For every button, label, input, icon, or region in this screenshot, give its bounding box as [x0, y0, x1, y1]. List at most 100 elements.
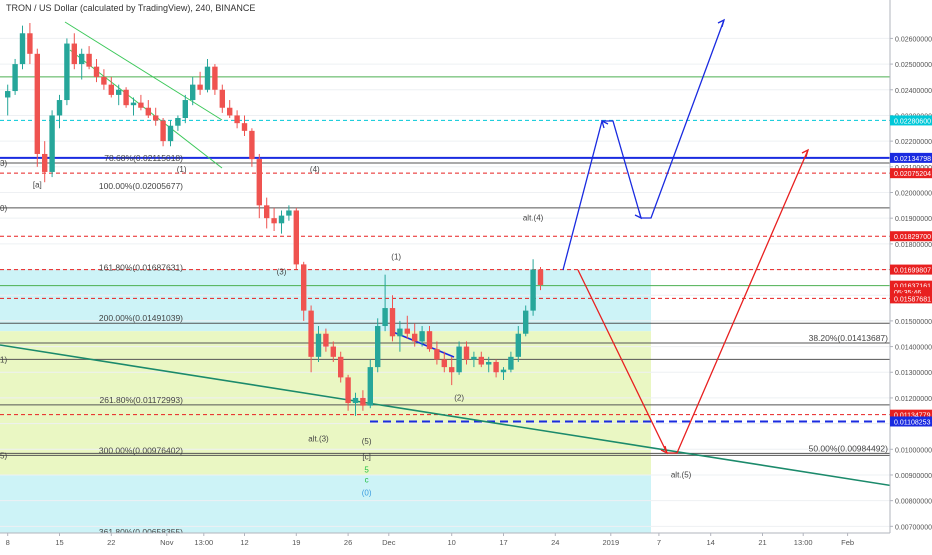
x-tick-label: 14 [707, 538, 715, 547]
edge-label: 1) [0, 355, 7, 364]
wave-label: (1) [177, 165, 187, 174]
candle-body [175, 118, 181, 126]
projection-arrows [562, 18, 810, 455]
candle-body [264, 205, 270, 219]
candle-body [5, 91, 11, 98]
candle-body [345, 377, 351, 404]
candle-body [382, 308, 388, 327]
x-tick-label: Nov [160, 538, 174, 547]
candle-body [241, 123, 248, 131]
candle-body [286, 210, 292, 216]
price-tag-bg [890, 264, 932, 275]
candle-body [64, 43, 70, 101]
y-tick-label: 0.00900000 [895, 473, 932, 480]
price-tag-label: 0.01108253 [894, 419, 931, 426]
candle-body [12, 64, 18, 92]
price-tag-label: 0.02134798 [894, 156, 931, 163]
fib-level-label: 50.00%(0.00984492) [809, 443, 889, 453]
candle-body [123, 89, 129, 106]
fib-level-label: 78.68%(0.02115018) [104, 153, 183, 163]
candle-body [234, 115, 240, 124]
candle-body [523, 310, 529, 334]
candle-body [375, 326, 381, 368]
candle-body [56, 100, 63, 116]
candle-body [27, 33, 33, 54]
blue-projection-path [562, 19, 725, 271]
y-tick-label: 0.01000000 [895, 447, 932, 454]
candle-body [71, 43, 77, 65]
wave-label: (1) [391, 252, 401, 261]
red-projection-path [577, 149, 809, 454]
fib-level-label: 200.00%(0.01491039) [99, 313, 183, 323]
chart-title: TRON / US Dollar (calculated by TradingV… [6, 3, 256, 13]
candle-body [330, 346, 336, 357]
candle-body [471, 356, 477, 360]
candle-body [301, 264, 307, 311]
x-tick-label: 17 [499, 538, 507, 547]
candle-body [338, 356, 344, 378]
candle-body [108, 84, 114, 95]
price-tag-bg [890, 293, 932, 304]
y-tick-label: 0.00800000 [895, 499, 932, 506]
candle-body [367, 367, 373, 406]
x-tick-label: 13:00 [194, 538, 213, 547]
wave-label: alt.(4) [523, 214, 544, 223]
y-tick-label: 0.02500000 [895, 62, 932, 69]
candle-body [426, 331, 433, 350]
candle-body [397, 328, 403, 337]
price-tag-bg [890, 168, 932, 179]
candle-body [404, 328, 410, 334]
time-axis-bg [0, 533, 932, 550]
annotation-labels: 78.68%(0.02115018) 100.00%(0.02005677) 161… [0, 153, 888, 537]
candle-body [278, 215, 285, 224]
candle-body [167, 125, 174, 142]
wave-label: c [365, 476, 369, 485]
candle-body [323, 333, 329, 347]
candle-body [79, 53, 85, 65]
candle-body [86, 53, 92, 67]
price-tag-bg [890, 287, 932, 298]
y-tick-label: 0.02400000 [895, 88, 932, 95]
x-tick-label: 7 [657, 538, 661, 547]
arrow-head [660, 445, 669, 455]
price-tag-bg [890, 152, 932, 163]
x-tick-label: 19 [292, 538, 300, 547]
candle-body [138, 102, 144, 108]
candle-body [219, 89, 225, 108]
candle-body [449, 367, 455, 373]
zone-cyan-upper [0, 269, 651, 332]
candle-body [360, 397, 366, 406]
wave-label: (0) [362, 489, 372, 498]
price-tag-label: 0.02075204 [894, 171, 931, 178]
candle-body [212, 66, 218, 90]
candle-body [478, 356, 484, 365]
candle-body [153, 115, 159, 121]
candle-body [101, 76, 107, 85]
candle-body [271, 218, 277, 224]
price-axis: 0.026000000.025000000.024000000.02300000… [889, 0, 932, 533]
candle-body [197, 84, 203, 90]
y-tick-label: 0.01500000 [895, 319, 932, 326]
price-tag-label: 0.01699807 [894, 268, 931, 275]
zone-cyan-lower [0, 474, 651, 533]
x-tick-label: 2019 [602, 538, 619, 547]
candle-body [537, 269, 544, 285]
y-tick-label: 0.02000000 [895, 190, 932, 197]
x-tick-label: 21 [758, 538, 766, 547]
y-tick-label: 0.00700000 [895, 524, 932, 531]
y-tick-label: 0.01300000 [895, 370, 932, 377]
candle-body [249, 130, 255, 160]
candle-body [293, 210, 299, 265]
wave-label: (4) [310, 165, 320, 174]
edge-label: 0) [0, 204, 7, 213]
wave-label: [c] [362, 453, 370, 462]
time-axis: 8 15 22 Nov 13:00 12 19 26 Dec 10 17 24 2019 7 14 21 13:… [0, 532, 932, 550]
candle-body [49, 115, 55, 172]
x-tick-label: 8 [6, 538, 10, 547]
wave-label: [a] [33, 180, 42, 189]
edge-label: 3) [0, 159, 7, 168]
fib-level-label: 361.80%(0.00658355) [99, 527, 183, 537]
price-tag-label: 0.01134779 [894, 413, 931, 420]
